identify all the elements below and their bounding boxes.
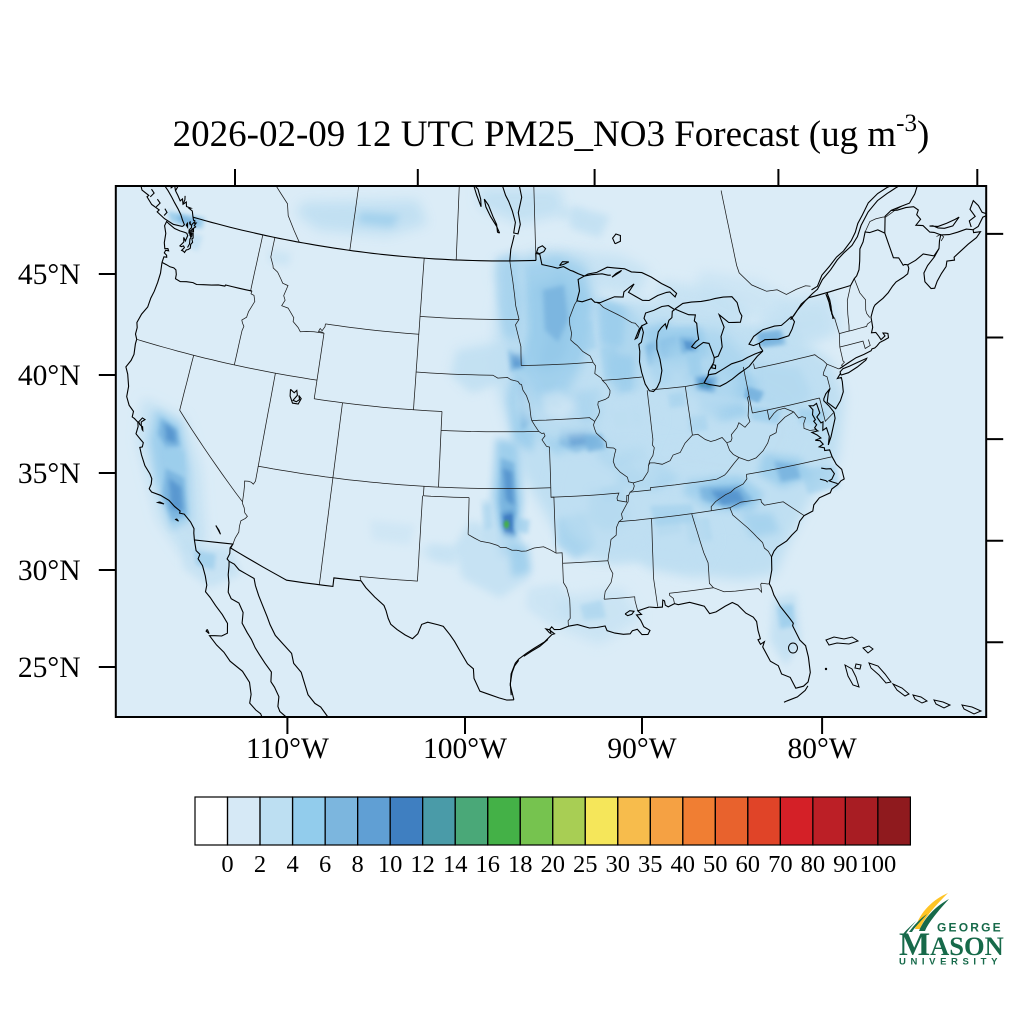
- svg-text:16: 16: [475, 851, 500, 878]
- svg-text:110°W: 110°W: [246, 733, 329, 765]
- svg-text:2026-02-09 12 UTC PM25_NO3 For: 2026-02-09 12 UTC PM25_NO3 Forecast (ug …: [173, 110, 930, 155]
- svg-text:6: 6: [319, 851, 331, 878]
- svg-text:4: 4: [286, 851, 298, 878]
- svg-text:100: 100: [860, 851, 897, 878]
- svg-text:18: 18: [508, 851, 533, 878]
- svg-text:25: 25: [573, 851, 598, 878]
- svg-text:60: 60: [736, 851, 761, 878]
- svg-text:90°W: 90°W: [607, 733, 676, 765]
- svg-text:GEORGE: GEORGE: [937, 921, 1003, 935]
- svg-text:12: 12: [410, 851, 435, 878]
- svg-text:25°N: 25°N: [18, 652, 81, 684]
- svg-text:100°W: 100°W: [423, 733, 507, 765]
- svg-text:30: 30: [606, 851, 631, 878]
- svg-text:UNIVERSITY: UNIVERSITY: [899, 957, 1002, 968]
- svg-text:10: 10: [378, 851, 403, 878]
- svg-text:70: 70: [768, 851, 793, 878]
- svg-text:35°N: 35°N: [18, 458, 81, 490]
- svg-text:80°W: 80°W: [788, 733, 857, 765]
- svg-text:0: 0: [221, 851, 233, 878]
- svg-text:8: 8: [351, 851, 363, 878]
- svg-text:20: 20: [540, 851, 565, 878]
- svg-text:45°N: 45°N: [18, 259, 81, 291]
- svg-text:2: 2: [254, 851, 266, 878]
- svg-text:40°N: 40°N: [18, 360, 81, 392]
- svg-text:40: 40: [671, 851, 696, 878]
- svg-text:90: 90: [833, 851, 858, 878]
- svg-text:50: 50: [703, 851, 728, 878]
- svg-text:80: 80: [801, 851, 826, 878]
- svg-text:14: 14: [443, 851, 468, 878]
- svg-text:30°N: 30°N: [18, 555, 81, 587]
- svg-text:35: 35: [638, 851, 663, 878]
- svg-text:MASON: MASON: [899, 927, 1004, 963]
